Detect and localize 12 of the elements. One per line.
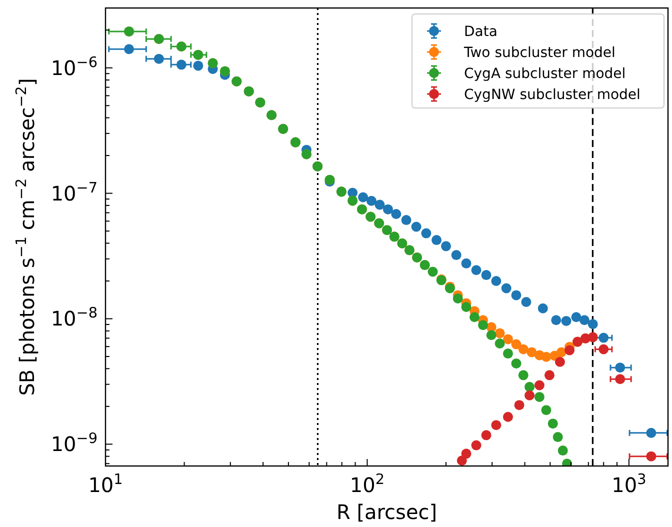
x-tick-label: 10$^{3}$ (612, 472, 646, 497)
legend-label: CygNW subcluster model (464, 87, 640, 103)
x-tick-label: 10$^{1}$ (88, 472, 123, 497)
y-tick-label: 10$^{−6}$ (50, 54, 98, 80)
legend-label: Two subcluster model (463, 45, 616, 61)
x-tick-label: 10$^{2}$ (350, 472, 385, 497)
y-tick-label: 10$^{−9}$ (50, 431, 98, 456)
legend-label: CygA subcluster model (464, 66, 626, 82)
legend-label: Data (464, 24, 498, 40)
y-tick-label: 10$^{−7}$ (50, 180, 98, 206)
y-tick-label: 10$^{−8}$ (50, 306, 98, 331)
x-axis-title: R [arcsec] (336, 500, 438, 524)
